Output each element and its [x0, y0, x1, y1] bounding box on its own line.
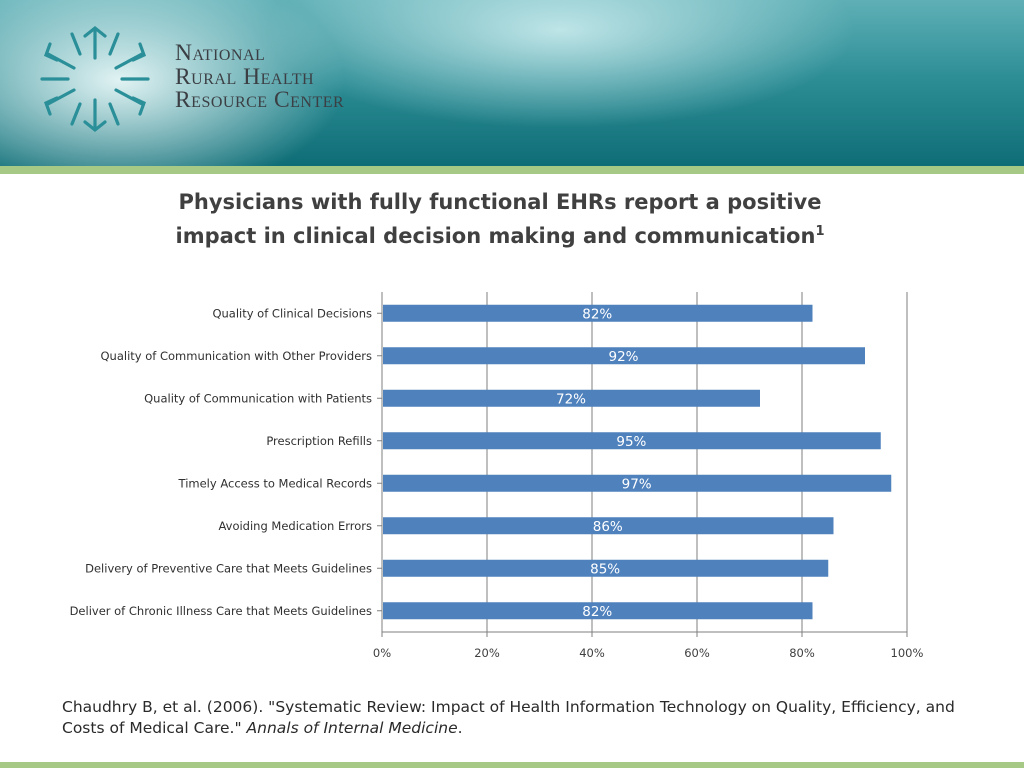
bar-chart: 82% 92% 72% 95% 97% 86% 85% 82% 0% 20% 40% 60% 80% 1…	[70, 292, 924, 660]
logo-starburst-icon	[40, 25, 150, 133]
x-tick-label: 60%	[684, 646, 710, 660]
x-tick-label: 20%	[474, 646, 500, 660]
chart-bars: 82% 92% 72% 95% 97% 86% 85% 82%	[383, 304, 892, 620]
citation-text: Chaudhry B, et al. (2006). "Systematic R…	[62, 698, 955, 737]
category-label: Timely Access to Medical Records	[178, 476, 372, 490]
bar	[383, 602, 813, 620]
bar	[383, 304, 813, 322]
category-label: Quality of Communication with Other Prov…	[101, 349, 373, 363]
bar	[383, 517, 834, 535]
bar	[383, 559, 829, 577]
header-banner: National Rural Health Resource Center	[0, 0, 1024, 166]
x-tick-label: 100%	[891, 646, 924, 660]
x-tick-label: 40%	[579, 646, 605, 660]
category-label: Quality of Clinical Decisions	[212, 306, 372, 320]
chart-title-text: Physicians with fully functional EHRs re…	[175, 190, 822, 248]
data-label: 95%	[616, 434, 646, 450]
header-accent-stripe	[0, 166, 1024, 174]
bar	[383, 347, 865, 365]
org-name-line-2: Rural Health	[175, 63, 315, 90]
bar	[383, 432, 881, 450]
chart-axes: 0% 20% 40% 60% 80% 100% Quality of Clinical De…	[70, 292, 924, 660]
citation: Chaudhry B, et al. (2006). "Systematic R…	[62, 697, 972, 739]
bar	[383, 474, 892, 492]
category-label: Avoiding Medication Errors	[218, 519, 372, 533]
citation-journal: Annals of Internal Medicine	[246, 719, 458, 737]
category-label: Deliver of Chronic Illness Care that Mee…	[70, 604, 372, 618]
data-label: 82%	[582, 306, 612, 322]
data-label: 86%	[593, 519, 623, 535]
data-label: 97%	[622, 476, 652, 492]
footer-accent-stripe	[0, 762, 1024, 768]
data-label: 85%	[590, 561, 620, 577]
chart-gridlines	[381, 292, 908, 632]
category-label: Delivery of Preventive Care that Meets G…	[85, 561, 372, 575]
org-name-line-3: Resource Center	[175, 87, 345, 113]
org-name-line-1: National	[175, 40, 266, 66]
x-tick-label: 80%	[789, 646, 815, 660]
citation-end: .	[457, 719, 463, 737]
category-label: Prescription Refills	[266, 434, 372, 448]
chart-title: Physicians with fully functional EHRs re…	[150, 188, 850, 251]
data-label: 82%	[582, 604, 612, 620]
bar	[383, 389, 760, 407]
data-label: 92%	[608, 349, 638, 365]
category-label: Quality of Communication with Patients	[144, 391, 372, 405]
x-tick-label: 0%	[373, 646, 391, 660]
organization-name: National Rural Health Resource Center	[175, 40, 345, 113]
data-label: 72%	[556, 391, 586, 407]
chart-title-footnote-mark: 1	[815, 224, 825, 239]
